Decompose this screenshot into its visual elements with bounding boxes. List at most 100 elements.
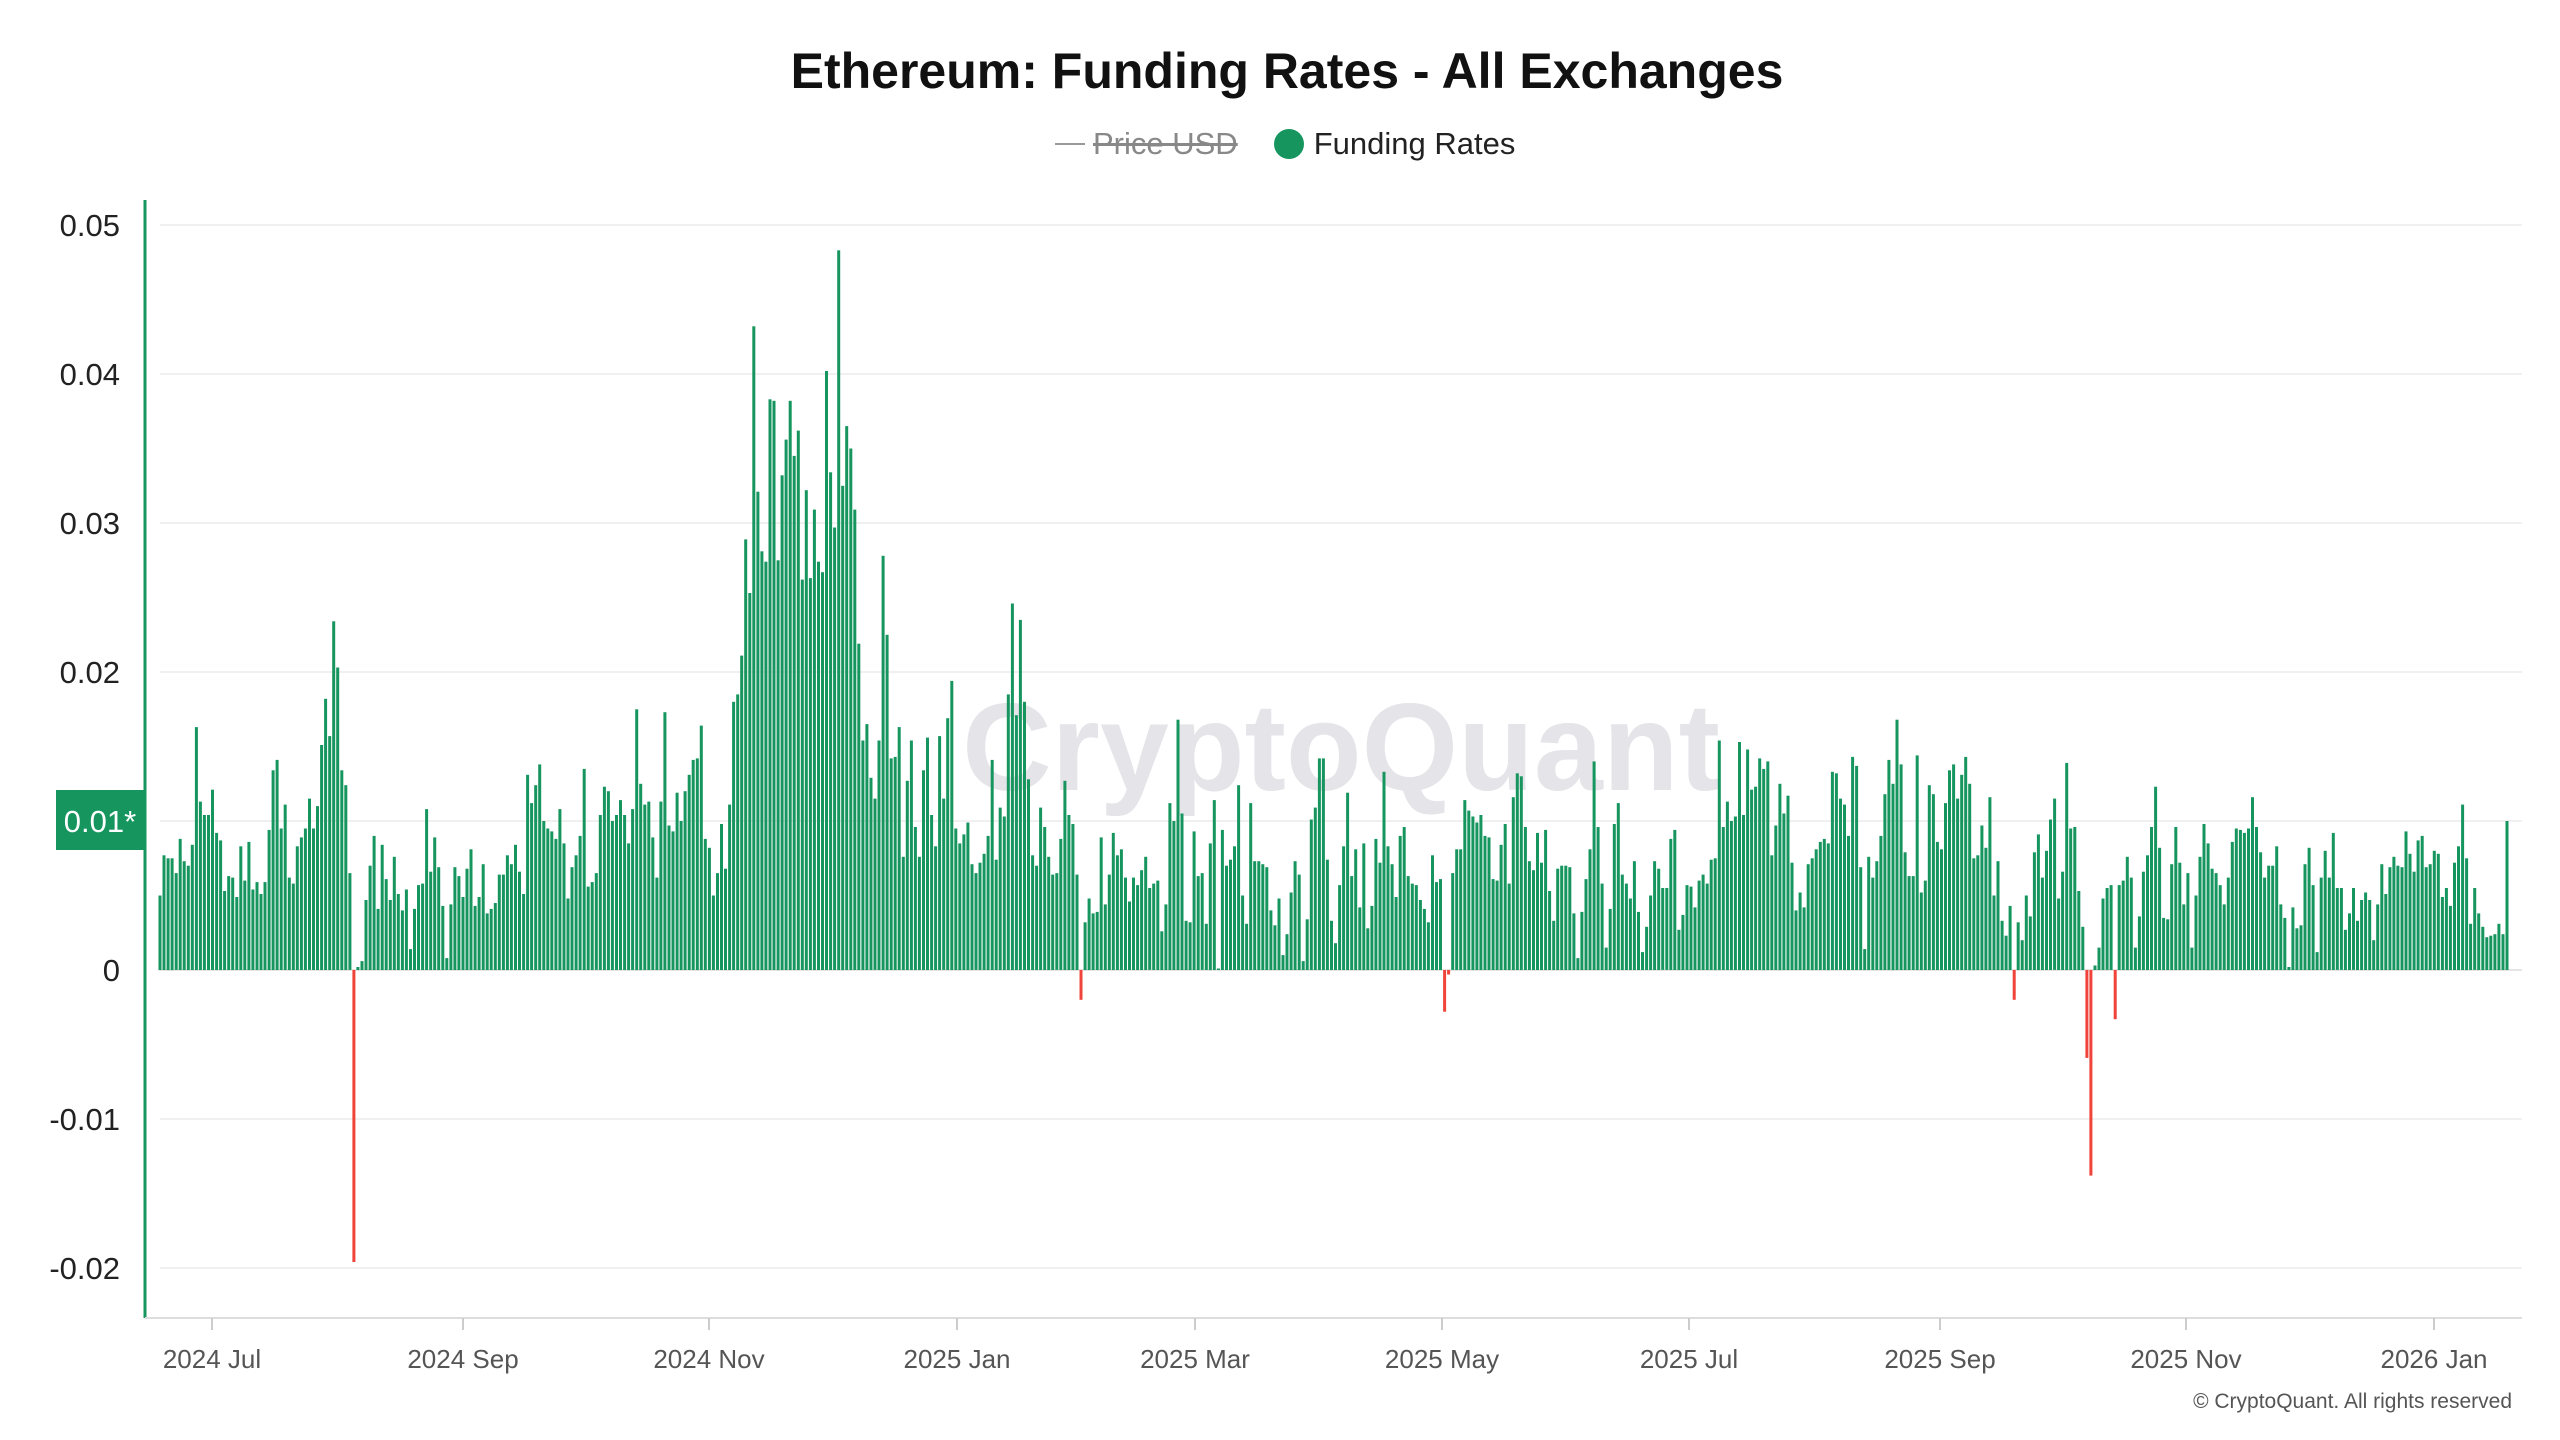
bar[interactable] (2291, 907, 2295, 970)
bar[interactable] (1374, 838, 1378, 970)
bar[interactable] (2255, 827, 2258, 970)
bar[interactable] (2247, 828, 2250, 971)
bar[interactable] (1164, 904, 1168, 970)
bar[interactable] (1770, 855, 1774, 970)
bar[interactable] (433, 837, 437, 970)
bar[interactable] (312, 828, 315, 971)
bar[interactable] (2287, 967, 2291, 970)
bar[interactable] (1604, 947, 1608, 970)
bar[interactable] (2234, 828, 2238, 971)
bar[interactable] (477, 897, 481, 970)
bar[interactable] (1750, 789, 1754, 970)
bar[interactable] (550, 831, 554, 970)
bar[interactable] (231, 877, 235, 970)
bar[interactable] (316, 806, 319, 970)
bar[interactable] (2024, 895, 2028, 971)
bar[interactable] (2004, 935, 2008, 970)
bar[interactable] (2420, 835, 2424, 970)
bar[interactable] (392, 856, 396, 970)
bar[interactable] (744, 539, 748, 970)
bar[interactable] (2440, 897, 2444, 970)
bar[interactable] (518, 871, 521, 970)
bar[interactable] (570, 867, 574, 970)
bar[interactable] (716, 873, 719, 970)
bar[interactable] (2465, 858, 2469, 971)
bar[interactable] (1483, 835, 1487, 970)
bar[interactable] (2352, 888, 2355, 970)
bar[interactable] (328, 736, 332, 970)
bar[interactable] (1047, 856, 1051, 970)
bar[interactable] (409, 949, 412, 970)
bar[interactable] (602, 786, 606, 970)
bar[interactable] (1277, 898, 1281, 971)
bar[interactable] (2283, 917, 2287, 970)
bar[interactable] (615, 815, 618, 970)
bar[interactable] (1192, 831, 1196, 970)
bar[interactable] (295, 846, 299, 970)
bar[interactable] (1455, 849, 1459, 970)
bar[interactable] (1338, 885, 1342, 970)
bar[interactable] (2396, 865, 2400, 970)
bar[interactable] (1063, 780, 1067, 970)
bar[interactable] (675, 792, 679, 970)
bar[interactable] (590, 882, 594, 970)
bar[interactable] (1641, 952, 1644, 970)
bar[interactable] (247, 841, 251, 970)
bar[interactable] (2469, 923, 2473, 970)
bar[interactable] (598, 815, 602, 970)
bar[interactable] (1956, 798, 1960, 970)
bar[interactable] (1014, 715, 1018, 970)
bar[interactable] (2323, 850, 2327, 970)
bar[interactable] (2339, 888, 2343, 970)
bar[interactable] (267, 829, 271, 970)
bar[interactable] (2057, 898, 2061, 971)
bar[interactable] (538, 764, 542, 970)
bar[interactable] (873, 798, 877, 970)
bar[interactable] (1778, 783, 1782, 971)
bar[interactable] (219, 840, 223, 970)
bar[interactable] (1552, 920, 1556, 970)
bar[interactable] (1665, 888, 1669, 970)
bar[interactable] (606, 791, 610, 970)
bar[interactable] (1532, 870, 1535, 970)
bar[interactable] (1653, 861, 1657, 970)
bar[interactable] (2000, 920, 2004, 970)
bar[interactable] (1863, 949, 1867, 970)
bar[interactable] (227, 876, 231, 970)
bar[interactable] (1964, 756, 1968, 970)
bar[interactable] (2081, 926, 2085, 970)
bar[interactable] (2186, 873, 2190, 970)
bar[interactable] (994, 859, 998, 970)
bar[interactable] (736, 694, 740, 970)
bar[interactable] (320, 745, 324, 970)
bar[interactable] (1293, 861, 1297, 970)
bar[interactable] (340, 770, 344, 970)
bar[interactable] (2279, 904, 2283, 970)
bar[interactable] (1576, 958, 1580, 970)
bar[interactable] (2045, 850, 2048, 970)
bar[interactable] (1208, 843, 1212, 971)
bar[interactable] (1689, 886, 1693, 970)
bar[interactable] (526, 774, 530, 970)
bar[interactable] (360, 961, 364, 970)
bar[interactable] (756, 491, 760, 970)
bar[interactable] (2372, 940, 2376, 970)
bar[interactable] (1027, 779, 1030, 970)
bar[interactable] (974, 873, 978, 970)
bar[interactable] (1556, 868, 1560, 970)
bar[interactable] (2392, 856, 2396, 970)
bar[interactable] (558, 809, 562, 970)
bar[interactable] (2206, 843, 2210, 971)
bar[interactable] (2085, 970, 2089, 1058)
bar[interactable] (1729, 821, 1733, 970)
bar[interactable] (942, 798, 946, 970)
bar[interactable] (1673, 829, 1677, 970)
bar[interactable] (574, 855, 578, 970)
bar[interactable] (1237, 785, 1241, 970)
bar[interactable] (752, 326, 756, 970)
bar[interactable] (2331, 832, 2335, 970)
bar[interactable] (2016, 922, 2020, 970)
bar[interactable] (1733, 816, 1737, 971)
bar[interactable] (2109, 885, 2113, 970)
bar[interactable] (2121, 880, 2125, 970)
